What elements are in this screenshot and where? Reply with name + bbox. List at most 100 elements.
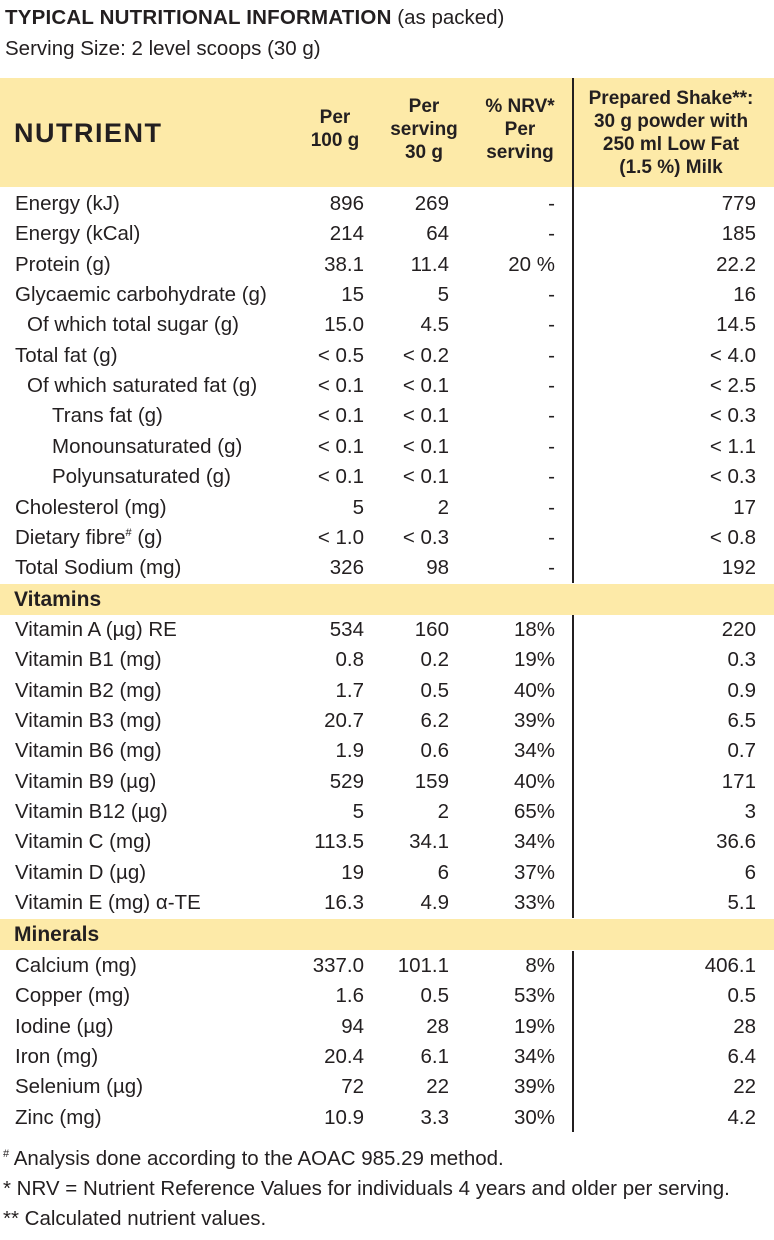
nutrient-name-text: Energy (kCal) bbox=[15, 222, 141, 245]
per-100g-value: 38.1 bbox=[324, 253, 364, 276]
nutrient-name: Energy (kJ) bbox=[15, 189, 120, 219]
nutrient-name: Vitamin C (mg) bbox=[15, 827, 151, 857]
table-row: Protein (g) 38.1 11.4 20 % 22.2 bbox=[0, 250, 774, 280]
per-100g-value: 1.9 bbox=[335, 739, 365, 762]
per-100g-value: 5 bbox=[352, 800, 364, 823]
nutrient-name: Vitamin B3 (mg) bbox=[15, 706, 162, 736]
nrv-value: 19% bbox=[513, 1015, 555, 1038]
nutrient-name: Cholesterol (mg) bbox=[15, 493, 167, 523]
nutrient-name: Zinc (mg) bbox=[15, 1103, 102, 1133]
nutrient-name: Glycaemic carbohydrate (g) bbox=[15, 280, 267, 310]
column-divider bbox=[572, 187, 574, 583]
nrv-value: 33% bbox=[513, 891, 555, 914]
nutrient-unit: (g) bbox=[131, 526, 163, 549]
table-row: Monounsaturated (g) < 0.1 < 0.1 - < 1.1 bbox=[0, 432, 774, 462]
prepared-shake-value: 6 bbox=[744, 861, 756, 884]
per-serving-value: 5 bbox=[437, 283, 449, 306]
prepared-shake-value: 5.1 bbox=[727, 891, 757, 914]
heading-title-line: TYPICAL NUTRITIONAL INFORMATION (as pack… bbox=[5, 5, 504, 31]
per-serving-value: 0.5 bbox=[420, 679, 450, 702]
table-row: Glycaemic carbohydrate (g) 15 5 - 16 bbox=[0, 280, 774, 310]
per-100g-value: 19 bbox=[341, 861, 364, 884]
per-serving-column-header: Per serving 30 g bbox=[390, 96, 458, 163]
nutrient-name: Energy (kCal) bbox=[15, 219, 140, 249]
nrv-value: - bbox=[548, 526, 555, 549]
table-row: Polyunsaturated (g) < 0.1 < 0.1 - < 0.3 bbox=[0, 462, 774, 492]
prepared-shake-value: 28 bbox=[733, 1015, 756, 1038]
prepared-shake-value: < 0.8 bbox=[709, 526, 756, 549]
per-serving-value: < 0.1 bbox=[402, 404, 449, 427]
nutrient-name: Vitamin B1 (mg) bbox=[15, 645, 162, 675]
per-100g-value: 72 bbox=[341, 1075, 364, 1098]
nrv-value: - bbox=[548, 496, 555, 519]
footnote-calculated: ** Calculated nutrient values. bbox=[3, 1207, 267, 1230]
per-100g-value: 896 bbox=[329, 192, 364, 215]
nutrient-name: Iron (mg) bbox=[15, 1042, 98, 1072]
footnote-analysis: # Analysis done according to the AOAC 98… bbox=[3, 1144, 730, 1174]
per-100g-value: < 0.1 bbox=[317, 374, 364, 397]
table-row: Iodine (µg) 94 28 19% 28 bbox=[0, 1012, 774, 1042]
nutrient-name: Total Sodium (mg) bbox=[15, 553, 181, 583]
minerals-section: Minerals bbox=[0, 919, 774, 950]
per-serving-value: 34.1 bbox=[409, 830, 449, 853]
nrv-value: - bbox=[548, 556, 555, 579]
nrv-value: 34% bbox=[513, 739, 555, 762]
nutrient-name-text: Cholesterol (mg) bbox=[15, 496, 167, 519]
prepared-shake-value: < 0.3 bbox=[709, 465, 756, 488]
per-serving-value: 160 bbox=[414, 618, 449, 641]
prepared-shake-value: < 2.5 bbox=[709, 374, 756, 397]
nrv-value: - bbox=[548, 404, 555, 427]
prepared-shake-value: 14.5 bbox=[716, 313, 756, 336]
per-100g-value: < 0.1 bbox=[317, 404, 364, 427]
prepared-shake-value: 220 bbox=[721, 618, 756, 641]
nrv-value: 19% bbox=[513, 648, 555, 671]
per-serving-value: 11.4 bbox=[410, 253, 449, 276]
table-row: Vitamin D (µg) 19 6 37% 6 bbox=[0, 858, 774, 888]
nutrient-name: Protein (g) bbox=[15, 250, 111, 280]
table-row: Vitamin B12 (µg) 5 2 65% 3 bbox=[0, 797, 774, 827]
per-serving-value: 159 bbox=[414, 770, 449, 793]
prepared-shake-value: 36.6 bbox=[716, 830, 756, 853]
prepared-shake-value: < 1.1 bbox=[709, 435, 756, 458]
table-row: Vitamin B6 (mg) 1.9 0.6 34% 0.7 bbox=[0, 736, 774, 766]
nutrient-name-text: Copper (mg) bbox=[15, 984, 131, 1007]
per-100g-value: 534 bbox=[329, 618, 364, 641]
nutrient-name: Polyunsaturated (g) bbox=[52, 462, 231, 492]
nutrient-name-text: Calcium (mg) bbox=[15, 954, 137, 977]
nrv-value: 18% bbox=[513, 618, 555, 641]
nutrient-name-text: Vitamin A (µg) RE bbox=[15, 618, 177, 641]
footnote-hash-symbol: # bbox=[3, 1148, 10, 1161]
nutrient-name-text: Total Sodium (mg) bbox=[15, 556, 182, 579]
prepared-shake-value: 0.9 bbox=[727, 679, 757, 702]
footnotes: # Analysis done according to the AOAC 98… bbox=[3, 1144, 730, 1234]
nutrient-name-text: Dietary fibre bbox=[15, 526, 126, 549]
nrv-value: 37% bbox=[513, 861, 555, 884]
nutrient-name-text: Vitamin E (mg) α-TE bbox=[15, 891, 201, 914]
nutrient-name: Vitamin B9 (µg) bbox=[15, 767, 156, 797]
per-100g-value: < 1.0 bbox=[317, 526, 364, 549]
per-serving-value: 64 bbox=[426, 222, 449, 245]
nutrient-name-text: Vitamin B9 (µg) bbox=[15, 770, 157, 793]
per-100g-value: 10.9 bbox=[324, 1106, 364, 1129]
prepared-shake-value: 779 bbox=[721, 192, 756, 215]
per-100g-value: 529 bbox=[329, 770, 364, 793]
table-row: Vitamin B9 (µg) 529 159 40% 171 bbox=[0, 767, 774, 797]
nutrient-name-text: Iron (mg) bbox=[15, 1045, 99, 1068]
prepared-shake-value: < 4.0 bbox=[709, 344, 756, 367]
per-100g-value: 15 bbox=[341, 283, 364, 306]
per-serving-value: 0.5 bbox=[420, 984, 450, 1007]
nutrient-name-text: Selenium (µg) bbox=[15, 1075, 144, 1098]
nutrient-name: Dietary fibre# (g) bbox=[15, 523, 162, 553]
nrv-value: 39% bbox=[513, 709, 555, 732]
nrv-value: 34% bbox=[513, 1045, 555, 1068]
table-row: Vitamin A (µg) RE 534 160 18% 220 bbox=[0, 615, 774, 645]
vitamins-section-label: Vitamins bbox=[14, 588, 102, 611]
nutrient-name-text: Monounsaturated (g) bbox=[52, 435, 243, 458]
column-divider bbox=[572, 615, 574, 918]
nutrient-name: Of which saturated fat (g) bbox=[27, 371, 257, 401]
footnote-marker: # bbox=[125, 527, 132, 540]
nutrient-name: Of which total sugar (g) bbox=[27, 310, 239, 340]
per-100g-value: 15.0 bbox=[324, 313, 364, 336]
prepared-shake-value: 17 bbox=[733, 496, 756, 519]
per-serving-value: 4.5 bbox=[420, 313, 450, 336]
